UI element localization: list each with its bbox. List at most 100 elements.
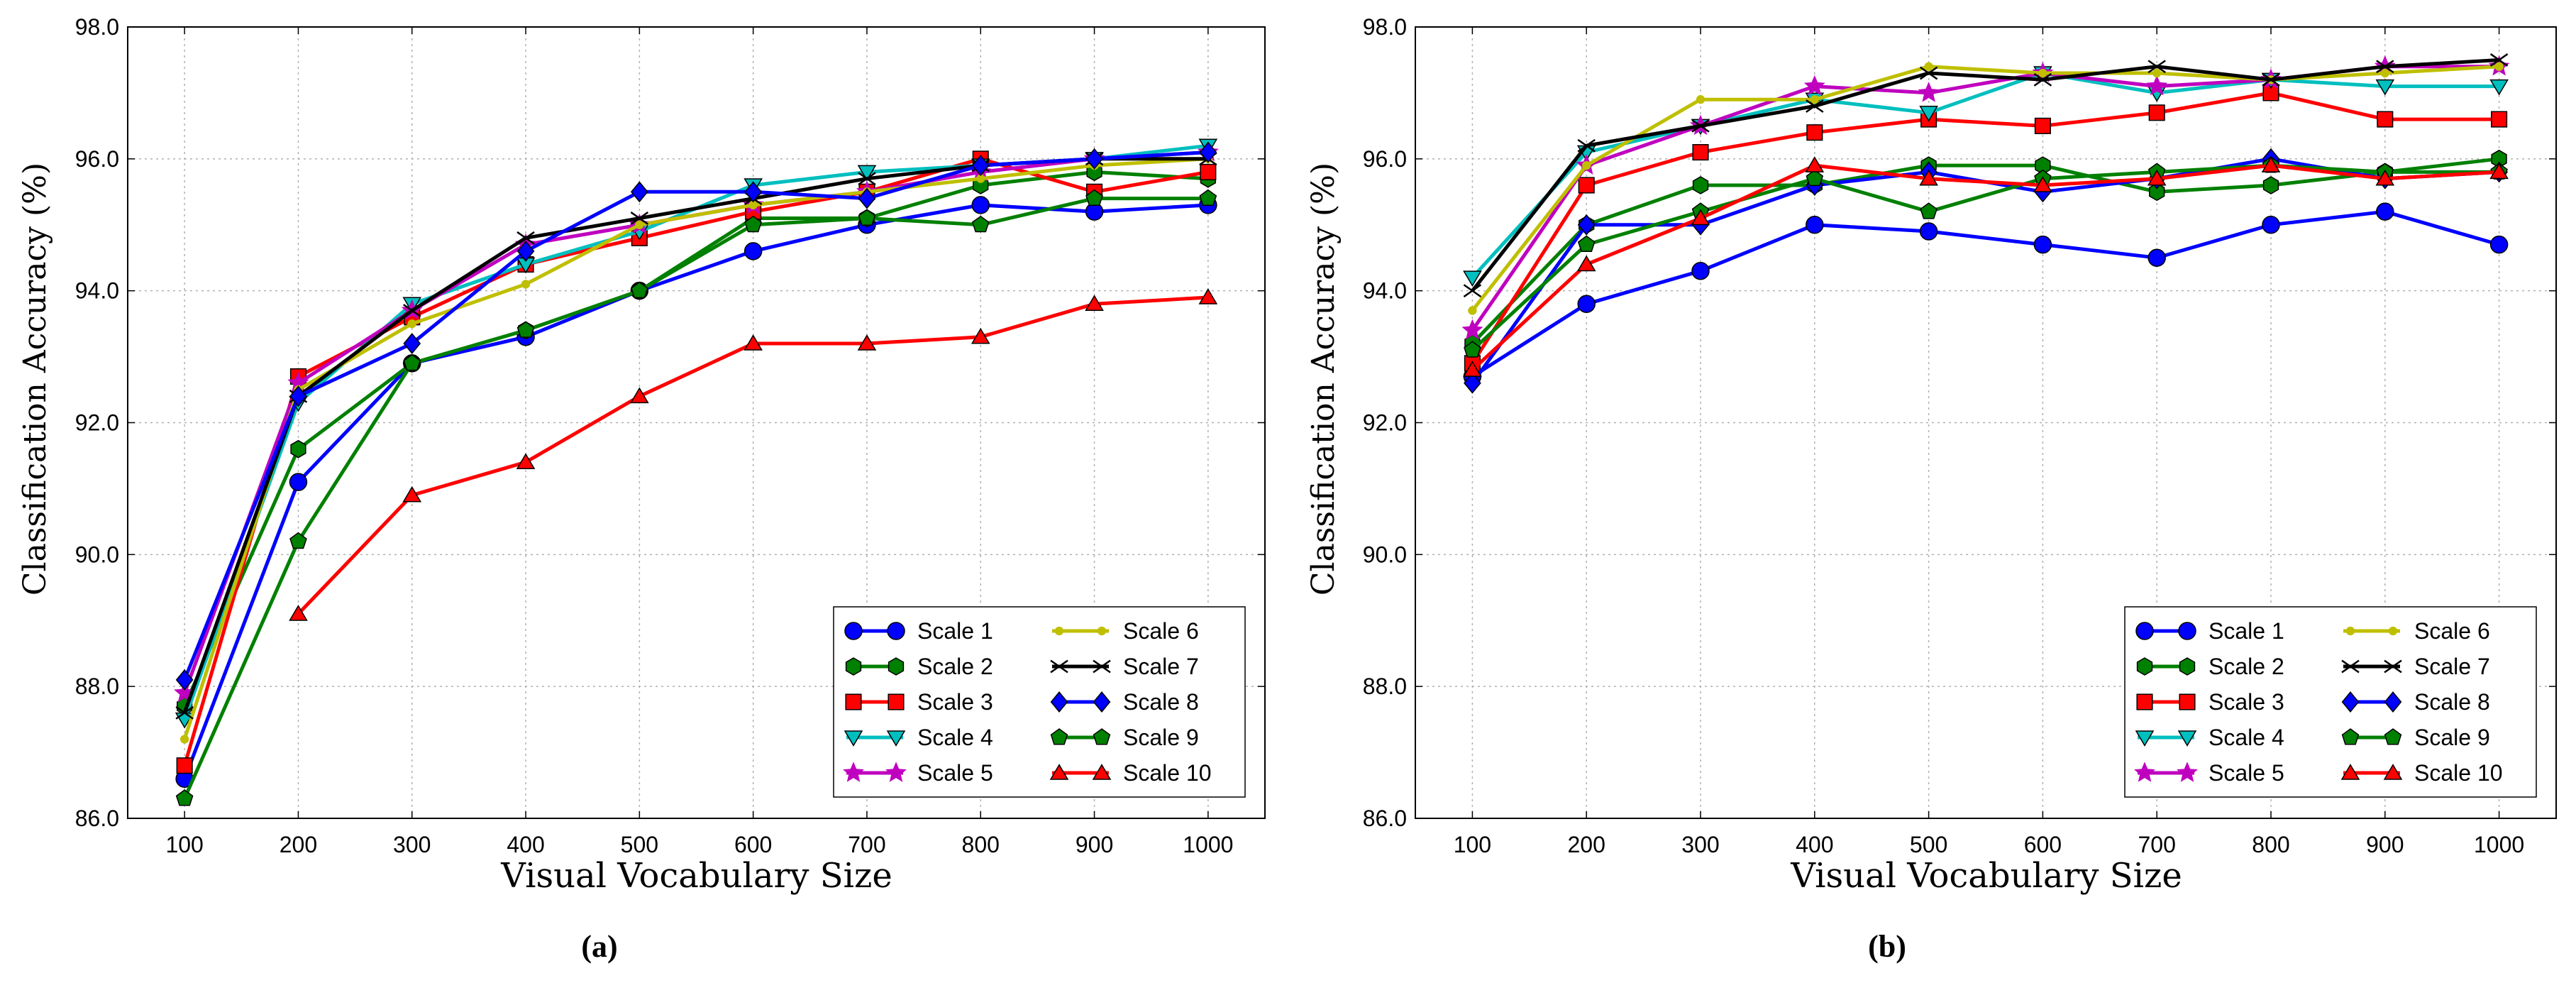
data-point <box>857 165 877 182</box>
legend-label: Scale 2 <box>2209 654 2284 679</box>
data-point <box>2376 60 2394 74</box>
series-line <box>182 170 1208 708</box>
marker-stroke <box>2147 60 2166 74</box>
data-point <box>1918 82 1940 102</box>
data-point <box>1200 163 1217 180</box>
x-tick-label: 600 <box>2024 832 2062 857</box>
data-point <box>1093 659 1111 674</box>
series-group <box>1461 53 2510 394</box>
data-point <box>1806 216 1824 234</box>
data-point <box>1696 95 1706 104</box>
y-tick-label: 98.0 <box>1363 14 1407 40</box>
data-point <box>1463 361 1482 377</box>
legend-label: Scale 8 <box>2414 689 2490 715</box>
marker-stroke <box>1093 659 1111 674</box>
data-point <box>2038 68 2047 78</box>
data-point <box>2177 730 2197 747</box>
marker-stroke <box>2489 53 2509 67</box>
x-tick-label: 400 <box>1796 832 1833 857</box>
series-line <box>182 197 1208 800</box>
data-point <box>2341 691 2360 713</box>
series-scale-10 <box>289 288 1218 621</box>
data-point <box>1692 143 1709 161</box>
legend-label: Scale 5 <box>2209 760 2284 786</box>
data-point <box>630 387 649 404</box>
data-point <box>630 181 648 203</box>
marker-stroke <box>2384 659 2402 674</box>
data-point <box>1092 764 1112 780</box>
legend-item: Scale 2 <box>2136 654 2284 679</box>
series-scale-8 <box>175 141 1217 691</box>
data-point <box>1577 295 1596 313</box>
legend-label: Scale 9 <box>1123 725 1199 750</box>
marker-stroke <box>175 705 194 720</box>
marker-stroke <box>403 304 421 317</box>
legend-item: Scale 6 <box>1052 618 1199 644</box>
legend-item: Scale 9 <box>1050 725 1199 750</box>
legend-item: Scale 10 <box>2340 760 2503 786</box>
data-point <box>1093 728 1111 745</box>
marker-stroke <box>1577 138 1596 153</box>
data-point <box>1691 209 1710 226</box>
data-point <box>1464 372 1481 394</box>
data-point <box>1803 75 1825 96</box>
data-point <box>2262 72 2280 87</box>
data-point <box>858 187 876 209</box>
y-tick-label: 92.0 <box>75 410 119 436</box>
y-tick-label: 94.0 <box>75 278 119 304</box>
data-point <box>1577 138 1596 153</box>
data-point <box>1468 306 1477 315</box>
data-point <box>403 333 421 354</box>
data-point <box>1463 284 1482 298</box>
legend-label: Scale 7 <box>1123 654 1199 679</box>
data-point <box>2135 622 2154 640</box>
x-tick-label: 300 <box>393 832 431 857</box>
data-point <box>2147 169 2167 186</box>
x-tick-label: 700 <box>2138 832 2176 857</box>
data-point <box>516 231 535 245</box>
data-point <box>1806 99 1824 113</box>
data-point <box>1578 177 1595 194</box>
legend-item: Scale 9 <box>2341 725 2490 750</box>
data-point <box>971 155 990 177</box>
data-point <box>1199 141 1217 163</box>
marker-stroke <box>1691 119 1710 133</box>
marker-stroke <box>1463 284 1482 298</box>
legend-item: Scale 7 <box>2341 654 2490 679</box>
data-point <box>1199 189 1217 207</box>
x-tick-label: 1000 <box>1183 832 1233 857</box>
data-point <box>843 762 864 782</box>
marker-stroke <box>858 172 876 186</box>
data-point <box>290 439 306 458</box>
data-point <box>2136 657 2153 676</box>
figure-caption: (a) <box>581 929 617 964</box>
data-point <box>857 334 877 351</box>
x-tick-label: 400 <box>507 832 544 857</box>
series-line <box>1471 58 2499 292</box>
y-tick-label: 88.0 <box>75 674 119 699</box>
legend-label: Scale 8 <box>1123 689 1199 715</box>
x-axis-label: Visual Vocabulary Size <box>500 856 892 896</box>
series-line <box>182 157 1208 740</box>
legend-label: Scale 5 <box>917 760 993 786</box>
data-point <box>2262 176 2279 194</box>
data-point <box>516 240 535 262</box>
marker-stroke <box>516 231 535 245</box>
legend-item: Scale 4 <box>2135 725 2284 750</box>
data-point <box>1577 235 1596 253</box>
legend-label: Scale 6 <box>2414 618 2490 644</box>
x-tick-label: 600 <box>734 832 772 857</box>
data-point <box>2388 626 2398 636</box>
data-point <box>1691 119 1710 133</box>
data-point <box>1085 148 1103 170</box>
series-line <box>1471 163 2499 352</box>
legend-label: Scale 1 <box>2209 618 2284 644</box>
data-point <box>1582 160 1591 170</box>
x-tick-label: 200 <box>280 832 317 857</box>
legend-item: Scale 2 <box>845 654 993 679</box>
data-point <box>1919 222 1938 241</box>
data-point <box>886 730 906 747</box>
legend-item: Scale 10 <box>1049 760 1212 786</box>
data-point <box>2148 104 2165 121</box>
data-point <box>516 453 536 469</box>
